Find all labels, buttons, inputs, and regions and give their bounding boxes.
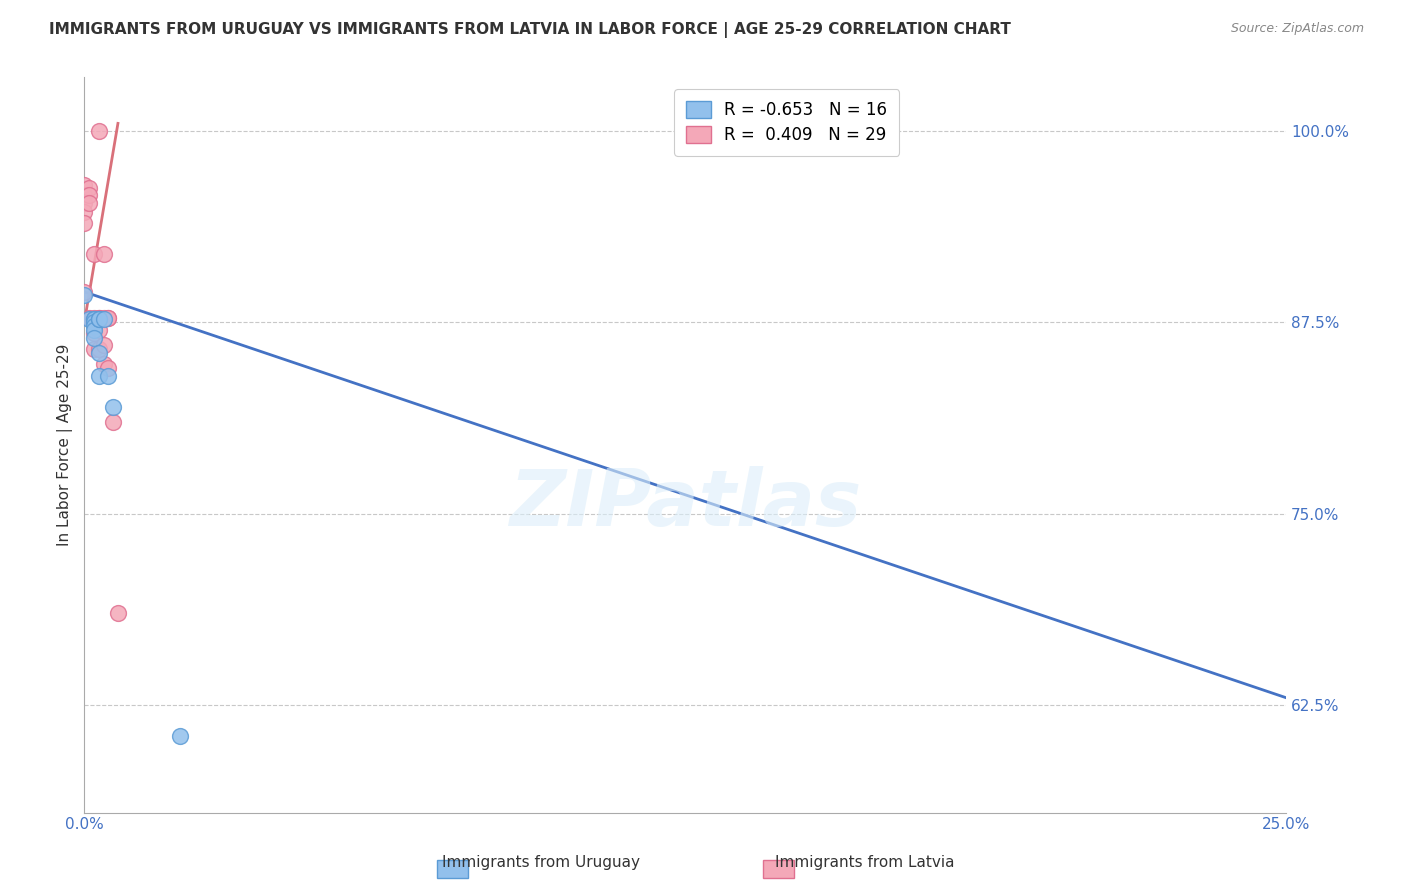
Point <box>87 124 110 138</box>
Point <box>83 342 105 356</box>
Point <box>77 310 100 325</box>
Point <box>87 310 110 325</box>
Point <box>93 310 115 325</box>
Point <box>83 316 105 330</box>
Text: Immigrants from Uruguay: Immigrants from Uruguay <box>443 855 640 870</box>
Point <box>73 288 96 302</box>
Text: ZIPatlas: ZIPatlas <box>509 466 862 541</box>
Point <box>73 178 96 192</box>
Point <box>73 196 96 211</box>
Point <box>83 331 105 345</box>
Point <box>77 180 100 194</box>
Point <box>83 323 105 337</box>
Point <box>101 415 124 429</box>
Point <box>169 729 191 743</box>
Point <box>97 361 120 376</box>
Point <box>101 400 124 414</box>
Point <box>83 312 105 326</box>
Point <box>73 285 96 299</box>
Legend: R = -0.653   N = 16, R =  0.409   N = 29: R = -0.653 N = 16, R = 0.409 N = 29 <box>675 89 898 156</box>
Point <box>87 312 110 326</box>
Y-axis label: In Labor Force | Age 25-29: In Labor Force | Age 25-29 <box>58 343 73 546</box>
Point <box>87 323 110 337</box>
Text: IMMIGRANTS FROM URUGUAY VS IMMIGRANTS FROM LATVIA IN LABOR FORCE | AGE 25-29 COR: IMMIGRANTS FROM URUGUAY VS IMMIGRANTS FR… <box>49 22 1011 38</box>
Text: Immigrants from Latvia: Immigrants from Latvia <box>775 855 955 870</box>
Point <box>83 318 105 333</box>
Point <box>107 607 129 621</box>
Point <box>73 216 96 230</box>
Point <box>83 316 105 330</box>
Point <box>97 310 120 325</box>
Point <box>93 338 115 352</box>
Point <box>93 357 115 371</box>
Point <box>73 205 96 219</box>
Point <box>83 310 105 325</box>
Point <box>87 342 110 356</box>
Point <box>77 196 100 211</box>
Point <box>83 246 105 260</box>
Point <box>97 310 120 325</box>
Text: Source: ZipAtlas.com: Source: ZipAtlas.com <box>1230 22 1364 36</box>
Point <box>83 326 105 341</box>
Point <box>87 312 110 326</box>
Point <box>97 369 120 384</box>
Point <box>73 188 96 202</box>
Point <box>83 312 105 326</box>
Point <box>87 346 110 360</box>
Point <box>77 188 100 202</box>
Point <box>87 310 110 325</box>
Point <box>87 369 110 384</box>
Point <box>77 312 100 326</box>
Point <box>93 312 115 326</box>
Point <box>93 246 115 260</box>
